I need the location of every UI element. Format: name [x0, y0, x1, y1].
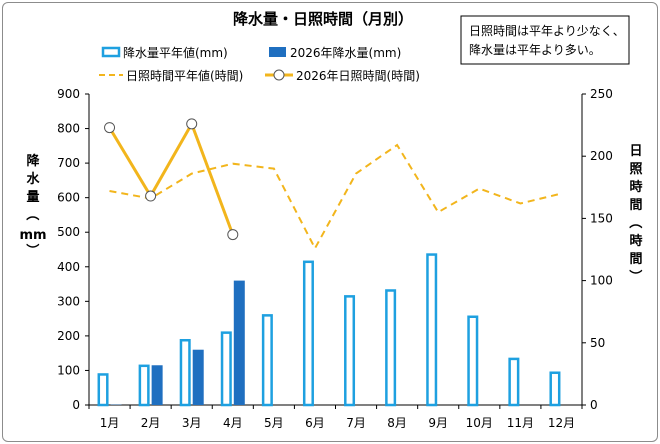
x-axis-category-label: 8月 [387, 416, 407, 430]
legend-label-normal-precip: 降水量平年値(mm) [123, 45, 228, 60]
right-axis-title-char: 間 [629, 198, 642, 213]
x-axis-category-label: 1月 [100, 416, 120, 430]
bar-normal-precip [261, 314, 273, 407]
x-axis-category-label: 7月 [346, 416, 366, 430]
bar-normal-precip [508, 357, 520, 407]
right-axis-tick-label: 250 [590, 87, 613, 101]
bar-normal-precip [97, 373, 109, 407]
x-axis-category-label: 11月 [507, 416, 534, 430]
right-axis-title-char: 照 [629, 162, 642, 177]
bar-normal-precip [220, 331, 232, 407]
left-axis-tick-label: 800 [57, 122, 80, 136]
line-2026-sunshine [108, 120, 235, 236]
left-axis-tick-label: 0 [72, 398, 80, 412]
left-axis-title-char: 降 [26, 153, 40, 169]
left-axis-title-char: mm [19, 228, 46, 243]
left-axis-title-char: ） [24, 243, 40, 256]
left-axis-tick-label: 500 [57, 225, 80, 239]
x-axis-category-label: 12月 [548, 416, 575, 430]
left-axis-tick-label: 600 [57, 191, 80, 205]
line-normal-sunshine [109, 143, 562, 251]
bar-normal-precip [179, 338, 191, 407]
bar-normal-precip [302, 260, 314, 407]
chart-title: 降水量・日照時間（月別） [233, 10, 413, 28]
note-line-1: 日照時間は平年より少なく、 [469, 24, 625, 38]
x-axis-category-label: 9月 [428, 416, 448, 430]
right-axis-title-char: ） [627, 269, 643, 282]
point-2026-sunshine [104, 122, 116, 134]
left-axis-tick-label: 400 [57, 260, 80, 274]
left-axis-tick-label: 700 [57, 156, 80, 170]
note-box [460, 15, 630, 65]
bar-normal-precip [138, 364, 150, 407]
bar-normal-precip [467, 315, 479, 407]
x-axis-category-label: 5月 [264, 416, 284, 430]
bar-normal-precip [549, 371, 561, 407]
legend-label-normal-sunshine: 日照時間平年値(時間) [126, 68, 243, 83]
x-axis-category-label: 6月 [305, 416, 325, 430]
left-axis-title-char: （ [24, 207, 40, 220]
point-2026-sunshine [186, 118, 198, 130]
note-line-2: 降水量は平年より多い。 [469, 43, 601, 57]
right-axis-tick-label: 0 [590, 398, 598, 412]
bar-normal-precip [385, 289, 397, 407]
legend-label-2026-precip: 2026年降水量(mm) [290, 46, 401, 60]
legend-marker-2026-sunshine [273, 69, 285, 81]
left-axis-tick-label: 100 [57, 363, 80, 377]
chart-canvas: 降水量・日照時間（月別） 日照時間は平年より少なく、 降水量は平年より多い。 降… [19, 10, 643, 430]
right-axis-title-char: 間 [629, 252, 642, 267]
right-axis-tick-label: 200 [590, 149, 613, 163]
x-axis-category-label: 3月 [182, 416, 202, 430]
point-2026-sunshine [145, 190, 157, 202]
right-axis-tick-label: 150 [590, 211, 613, 225]
legend-swatch-2026-precip [269, 47, 286, 57]
left-axis-tick-label: 900 [57, 87, 80, 101]
legend-label-2026-sunshine: 2026年日照時間(時間) [296, 69, 420, 83]
left-axis-title-char: 水 [26, 171, 40, 187]
right-axis-title-char: 日 [629, 144, 642, 159]
bar-2026-precip [233, 280, 245, 405]
right-axis-title-char: （ [627, 215, 643, 228]
right-axis-title-char: 時 [629, 179, 642, 195]
bar-2026-precip [151, 365, 163, 405]
bar-2026-precip [192, 349, 204, 405]
point-2026-sunshine [227, 229, 239, 241]
x-axis-category-label: 4月 [223, 416, 243, 430]
right-axis-tick-label: 100 [590, 274, 613, 288]
left-axis-tick-label: 300 [57, 294, 80, 308]
bar-normal-precip [344, 295, 356, 407]
x-axis-category-label: 10月 [466, 416, 493, 430]
bar-normal-precip [426, 253, 438, 407]
left-axis-tick-label: 200 [57, 329, 80, 343]
right-axis-title-char: 時 [629, 233, 642, 249]
right-axis-tick-label: 50 [590, 336, 605, 350]
legend-swatch-normal-precip [101, 46, 121, 58]
left-axis-title-char: 量 [26, 190, 39, 205]
x-axis-category-label: 2月 [141, 416, 161, 430]
